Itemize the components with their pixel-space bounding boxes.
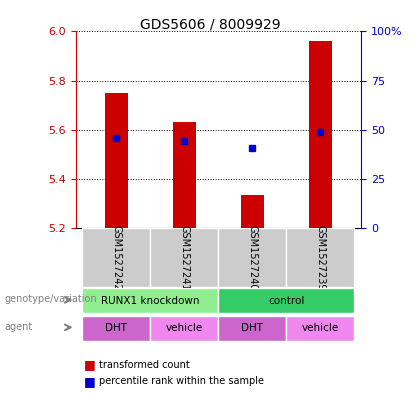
Bar	[173, 122, 196, 228]
Bar	[150, 228, 218, 287]
Text: GSM1527241: GSM1527241	[179, 225, 189, 290]
Text: DHT: DHT	[105, 323, 127, 333]
Text: percentile rank within the sample: percentile rank within the sample	[99, 376, 264, 386]
Text: control: control	[268, 296, 304, 306]
Bar	[241, 195, 264, 228]
Text: vehicle: vehicle	[302, 323, 339, 333]
Text: vehicle: vehicle	[166, 323, 203, 333]
Bar	[218, 228, 286, 287]
Bar	[82, 316, 150, 340]
Text: GSM1527239: GSM1527239	[315, 225, 326, 290]
Bar	[82, 288, 218, 313]
Text: genotype/variation: genotype/variation	[4, 294, 97, 305]
Text: GSM1527242: GSM1527242	[111, 225, 121, 290]
Bar	[286, 228, 354, 287]
Text: agent: agent	[4, 322, 32, 332]
Text: GDS5606 / 8009929: GDS5606 / 8009929	[140, 18, 280, 32]
Text: GSM1527240: GSM1527240	[247, 225, 257, 290]
Bar	[82, 228, 150, 287]
Text: DHT: DHT	[241, 323, 263, 333]
Bar	[286, 316, 354, 340]
Text: transformed count: transformed count	[99, 360, 189, 370]
Text: RUNX1 knockdown: RUNX1 knockdown	[101, 296, 200, 306]
Bar	[309, 41, 332, 228]
Bar	[218, 316, 286, 340]
Bar	[218, 288, 354, 313]
Bar	[150, 316, 218, 340]
Bar	[105, 93, 128, 228]
Text: ■: ■	[84, 358, 96, 371]
Text: ■: ■	[84, 375, 96, 388]
